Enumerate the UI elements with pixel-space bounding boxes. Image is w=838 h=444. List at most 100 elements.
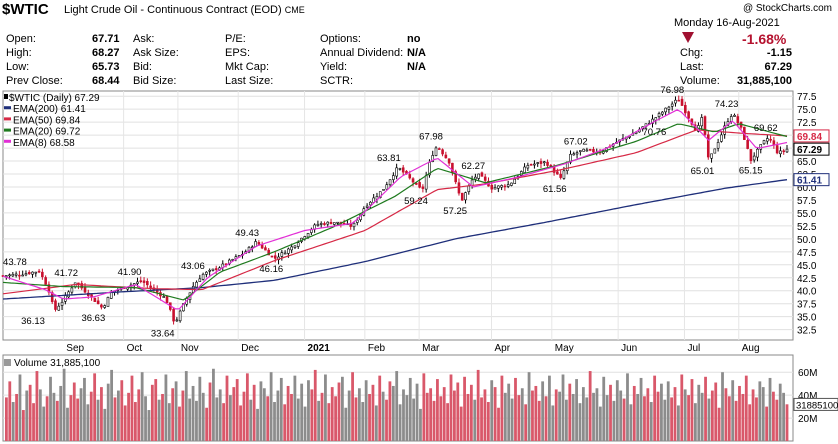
volume-bar	[113, 397, 117, 441]
volume-bar	[110, 369, 114, 441]
price-candle	[651, 118, 654, 124]
volume-bar	[463, 376, 466, 441]
volume-bar	[595, 388, 599, 441]
volume-bar	[266, 396, 270, 441]
volume-bar	[320, 392, 324, 441]
price-candle	[411, 178, 415, 183]
volume-bar	[127, 392, 130, 441]
volume-bar	[344, 407, 348, 441]
price-candle	[198, 278, 202, 282]
legend-entry: EMA(200) 61.41	[13, 104, 86, 115]
price-candle	[11, 274, 15, 277]
price-candle	[385, 184, 389, 190]
legend-swatch	[4, 106, 11, 110]
volume-bar	[245, 373, 249, 441]
price-candle	[211, 268, 215, 271]
price-candle	[378, 191, 382, 198]
price-candle	[497, 185, 500, 189]
volume-bar	[195, 400, 198, 441]
volume-bar	[710, 390, 714, 441]
volume-bar	[8, 381, 12, 441]
price-candle	[142, 280, 146, 283]
volume-bar	[527, 372, 531, 441]
exchange: CME	[284, 5, 305, 15]
price-candle	[146, 281, 149, 286]
price-candle	[470, 179, 474, 186]
price-candle	[562, 170, 566, 179]
price-candle	[149, 285, 152, 288]
volume-bar	[704, 376, 707, 441]
price-candle	[483, 176, 487, 181]
volume-bar	[744, 375, 748, 441]
price-annotation: 70.76	[642, 127, 666, 138]
volume-bar	[731, 380, 735, 441]
price-annotation: 67.02	[564, 137, 588, 148]
price-candle	[139, 280, 143, 283]
volume-bar	[137, 389, 141, 441]
price-tag	[793, 142, 830, 156]
volume-bar	[150, 384, 154, 441]
y-tick-label: 32.5	[797, 326, 817, 337]
volume-bar	[55, 400, 59, 441]
price-candle	[782, 150, 786, 153]
volume-bar	[96, 399, 100, 441]
price-candle	[687, 111, 690, 119]
volume-bar	[18, 374, 22, 441]
volume-bar	[524, 404, 528, 441]
volume-bar	[256, 408, 259, 441]
volume-bar	[588, 371, 592, 441]
change-percent: -1.68%	[742, 31, 787, 47]
volume-bar	[205, 407, 209, 441]
volume-bar	[293, 375, 297, 441]
price-candle	[293, 245, 297, 248]
price-candle	[329, 221, 333, 225]
volume-bar	[279, 377, 283, 441]
volume-bar	[290, 393, 293, 441]
volume-bar	[782, 392, 786, 441]
volume-bar	[643, 396, 646, 441]
price-candle	[775, 145, 779, 154]
volume-bar	[161, 393, 164, 441]
price-candle	[447, 158, 451, 164]
volume-bar	[242, 391, 246, 441]
volume-bar	[201, 392, 205, 441]
price-annotation: 69.62	[754, 123, 778, 134]
legend-entry: EMA(8) 68.58	[13, 138, 75, 149]
price-annotation: 67.98	[419, 132, 443, 143]
price-candle	[290, 246, 293, 251]
volume-bar	[503, 392, 507, 441]
volume-bar	[93, 373, 97, 441]
volume-bar	[157, 399, 161, 441]
volume-bar	[507, 383, 511, 441]
volume-bar	[724, 388, 728, 441]
quote-value: 65.73	[92, 61, 120, 73]
copyright[interactable]: @ StockCharts.com	[742, 3, 832, 14]
volume-bar	[602, 376, 606, 441]
price-candle	[306, 233, 310, 238]
price-candle	[785, 148, 789, 153]
price-candle	[162, 296, 166, 298]
legend-entry: $WTIC (Daily) 67.29	[9, 93, 100, 104]
price-candle	[103, 305, 106, 308]
volume-label: Volume 31,885,100	[14, 358, 101, 369]
price-annotation: 36.63	[81, 313, 105, 324]
legend-swatch	[4, 128, 11, 132]
x-tick-label: Mar	[422, 343, 440, 354]
volume-bar	[442, 387, 446, 441]
price-candle	[280, 252, 284, 257]
price-tag-label: 69.84	[797, 132, 822, 143]
price-candle	[398, 168, 402, 170]
volume-bar	[52, 392, 56, 441]
volume-bar	[768, 377, 772, 441]
volume-y-tick: 60M	[798, 368, 817, 379]
price-annotation: 43.78	[3, 257, 27, 268]
quote-value: N/A	[407, 47, 426, 59]
volume-bar	[612, 400, 616, 441]
volume-bar	[653, 375, 657, 441]
quote-value: N/A	[407, 61, 426, 73]
y-tick-label: 37.5	[797, 300, 817, 311]
volume-bar	[130, 375, 134, 441]
y-tick-label: 75.0	[797, 105, 817, 116]
price-candle	[766, 138, 769, 142]
